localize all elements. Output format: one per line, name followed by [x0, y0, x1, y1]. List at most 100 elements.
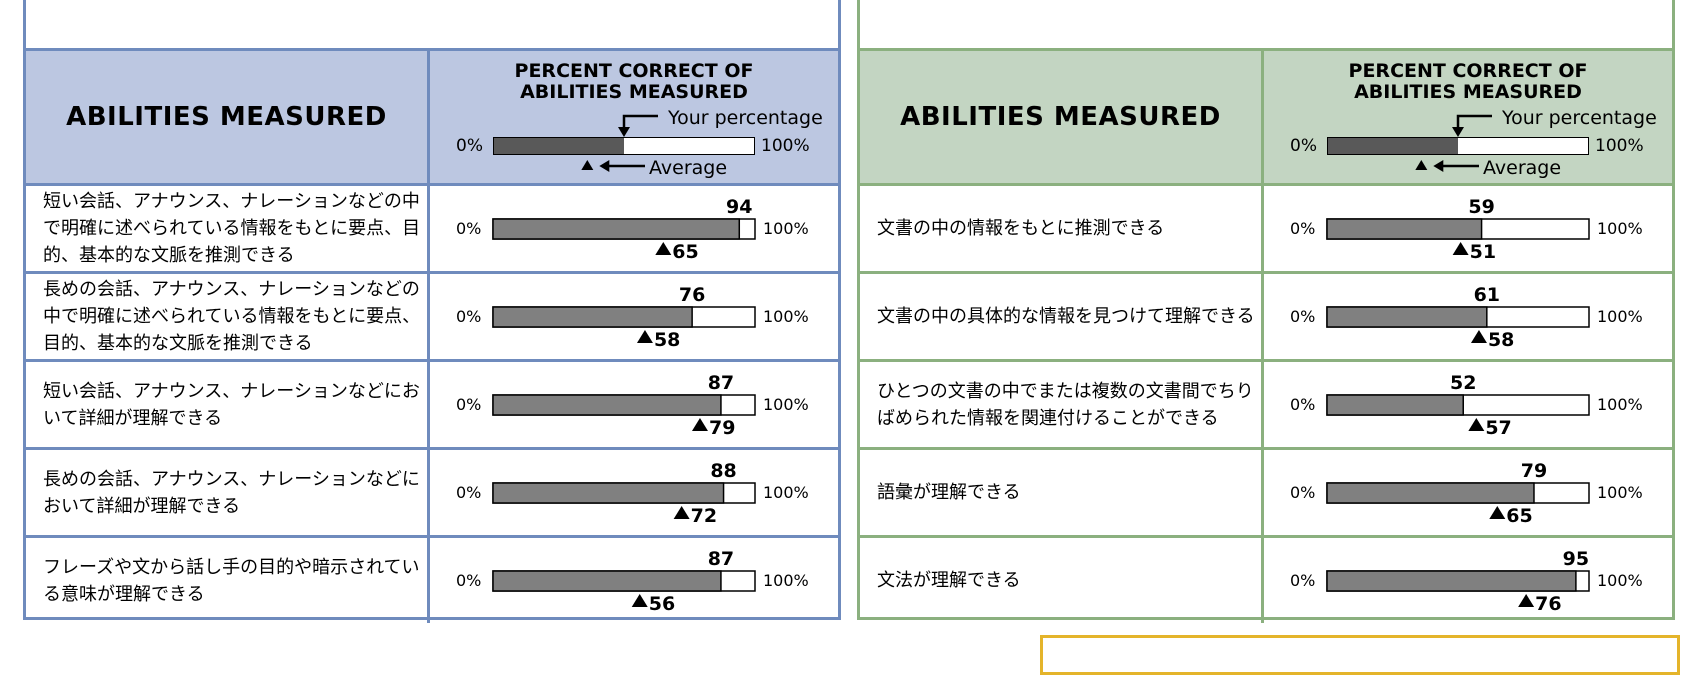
legend-min-label: 0%	[456, 136, 483, 156]
legend-min-label: 0%	[1290, 136, 1317, 156]
your-percentage-bar	[1326, 306, 1488, 328]
legend-average-label: Average	[1483, 157, 1562, 179]
your-percentage-value: 52	[1450, 372, 1476, 394]
your-percentage-arrowhead	[618, 127, 630, 137]
scale-min-label: 0%	[1290, 219, 1315, 238]
your-percentage-bar	[492, 482, 725, 504]
average-value: 58	[1488, 329, 1514, 351]
panel-top-space	[26, 0, 838, 48]
average-marker-icon	[1489, 506, 1506, 519]
average-value: 51	[1470, 241, 1496, 263]
legend-your-percentage-label: Your percentage	[668, 107, 823, 129]
your-percentage-bar	[492, 570, 722, 592]
your-percentage-value: 88	[710, 460, 736, 482]
average-marker-icon	[1518, 594, 1535, 607]
your-percentage-bar	[1326, 218, 1483, 240]
ability-bar-chart: 0% 100% 87 56	[430, 538, 838, 623]
average-value: 65	[672, 241, 698, 263]
your-percentage-bar	[492, 306, 693, 328]
average-triangle-icon	[1415, 160, 1428, 170]
panel-header: ABILITIES MEASURED PERCENT CORRECT OF AB…	[860, 48, 1672, 183]
legend-fill	[494, 138, 624, 154]
panel-top-space	[860, 0, 1672, 48]
ability-row: 短い会話、アナウンス、ナレーションなどの中で明確に述べられている情報をもとに要点…	[26, 183, 838, 271]
ability-label: 文法が理解できる	[860, 538, 1264, 623]
ability-label: 文書の中の具体的な情報を見つけて理解できる	[860, 274, 1264, 359]
ability-bar-chart: 0% 100% 52 57	[1264, 362, 1672, 447]
average-arrowhead	[599, 160, 610, 172]
listening-panel: ABILITIES MEASURED PERCENT CORRECT OF AB…	[23, 0, 841, 623]
your-percentage-value: 87	[708, 548, 734, 570]
ability-bar-svg: 0% 100% 52 57	[1290, 372, 1643, 439]
scale-max-label: 100%	[763, 395, 809, 414]
legend-max-label: 100%	[1595, 136, 1644, 156]
scale-min-label: 0%	[456, 571, 481, 590]
scale-max-label: 100%	[1597, 307, 1643, 326]
scale-min-label: 0%	[456, 219, 481, 238]
your-percentage-value: 76	[679, 284, 705, 306]
scale-min-label: 0%	[456, 483, 481, 502]
your-percentage-bar	[1326, 394, 1464, 416]
percent-correct-header: PERCENT CORRECT OF ABILITIES MEASURED 0%…	[1264, 51, 1672, 183]
ability-bar-chart: 0% 100% 79 65	[1264, 450, 1672, 535]
reading-panel: ABILITIES MEASURED PERCENT CORRECT OF AB…	[857, 0, 1675, 623]
ability-row: 文書の中の具体的な情報を見つけて理解できる 0% 100% 61 58	[860, 271, 1672, 359]
panel-header: ABILITIES MEASURED PERCENT CORRECT OF AB…	[26, 48, 838, 183]
percent-correct-title: PERCENT CORRECT OF ABILITIES MEASURED	[514, 60, 754, 103]
your-percentage-bar	[492, 218, 741, 240]
average-marker-icon	[631, 594, 648, 607]
average-value: 65	[1506, 505, 1532, 527]
scale-max-label: 100%	[763, 571, 809, 590]
your-percentage-bar	[492, 394, 722, 416]
ability-bar-chart: 0% 100% 87 79	[430, 362, 838, 447]
ability-label: フレーズや文から話し手の目的や暗示されている意味が理解できる	[26, 538, 430, 623]
ability-bar-svg: 0% 100% 88 72	[456, 460, 809, 527]
ability-label: 長めの会話、アナウンス、ナレーションなどの中で明確に述べられている情報をもとに要…	[26, 274, 430, 359]
percent-correct-title: PERCENT CORRECT OF ABILITIES MEASURED	[1348, 60, 1588, 103]
your-percentage-bar	[1326, 482, 1535, 504]
average-triangle-icon	[581, 160, 594, 170]
average-marker-icon	[1470, 330, 1487, 343]
ability-row: 長めの会話、アナウンス、ナレーションなどの中で明確に述べられている情報をもとに要…	[26, 271, 838, 359]
ability-row: 語彙が理解できる 0% 100% 79 65	[860, 447, 1672, 535]
ability-label: 文書の中の情報をもとに推測できる	[860, 186, 1264, 271]
ability-bar-chart: 0% 100% 94 65	[430, 186, 838, 271]
scale-max-label: 100%	[763, 219, 809, 238]
average-marker-icon	[1452, 242, 1469, 255]
ability-row: 文書の中の情報をもとに推測できる 0% 100% 59 51	[860, 183, 1672, 271]
your-percentage-bar	[1326, 570, 1577, 592]
legend-bar	[1327, 137, 1589, 155]
ability-bar-svg: 0% 100% 61 58	[1290, 284, 1643, 351]
your-percentage-value: 61	[1474, 284, 1500, 306]
average-value: 58	[654, 329, 680, 351]
scale-min-label: 0%	[1290, 395, 1315, 414]
legend-max-label: 100%	[761, 136, 810, 156]
average-marker-icon	[1468, 418, 1485, 431]
ability-bar-svg: 0% 100% 76 58	[456, 284, 809, 351]
your-percentage-value: 59	[1468, 196, 1494, 218]
your-percentage-arrowhead	[1452, 127, 1464, 137]
ability-rows: 文書の中の情報をもとに推測できる 0% 100% 59 51 文書の中の具体的な情報を見つ…	[860, 183, 1672, 623]
abilities-measured-heading: ABILITIES MEASURED	[860, 51, 1264, 183]
average-value: 56	[649, 593, 675, 615]
average-marker-icon	[655, 242, 672, 255]
legend-arrows-icon	[581, 114, 658, 172]
ability-bar-svg: 0% 100% 87 56	[456, 548, 809, 615]
legend-fill	[1328, 138, 1458, 154]
ability-row: 短い会話、アナウンス、ナレーションなどにおいて詳細が理解できる 0% 100% 87 7…	[26, 359, 838, 447]
average-value: 79	[709, 417, 735, 439]
legend-average-label: Average	[649, 157, 728, 179]
average-marker-icon	[673, 506, 690, 519]
your-percentage-value: 95	[1563, 548, 1589, 570]
ability-bar-chart: 0% 100% 88 72	[430, 450, 838, 535]
scale-max-label: 100%	[1597, 219, 1643, 238]
ability-bar-svg: 0% 100% 79 65	[1290, 460, 1643, 527]
ability-label: 短い会話、アナウンス、ナレーションなどにおいて詳細が理解できる	[26, 362, 430, 447]
legend-your-percentage-label: Your percentage	[1502, 107, 1657, 129]
average-marker-icon	[691, 418, 708, 431]
scale-min-label: 0%	[1290, 307, 1315, 326]
scale-min-label: 0%	[456, 307, 481, 326]
ability-rows: 短い会話、アナウンス、ナレーションなどの中で明確に述べられている情報をもとに要点…	[26, 183, 838, 623]
average-value: 72	[691, 505, 717, 527]
scale-max-label: 100%	[1597, 395, 1643, 414]
